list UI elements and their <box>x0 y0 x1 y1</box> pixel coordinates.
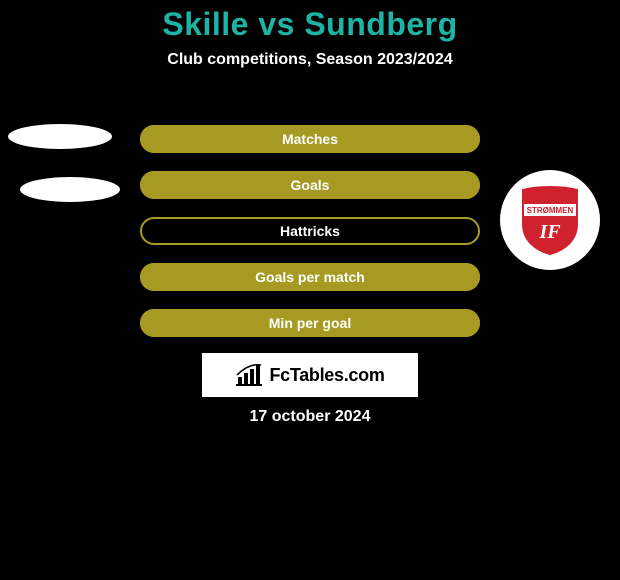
metric-bar-matches: Matches <box>140 125 480 153</box>
page-title: Skille vs Sundberg <box>0 0 620 43</box>
player-left-marker-2 <box>20 177 120 202</box>
svg-text:STRØMMEN: STRØMMEN <box>527 206 574 215</box>
metric-label: Matches <box>282 131 338 147</box>
page-subtitle: Club competitions, Season 2023/2024 <box>0 51 620 69</box>
branding-box: FcTables.com <box>202 353 418 397</box>
metric-label: Hattricks <box>280 223 340 239</box>
bar-chart-icon <box>235 363 263 387</box>
metric-label: Goals per match <box>255 269 365 285</box>
metric-bar-goals: Goals <box>140 171 480 199</box>
metric-bar-goals-per-match: Goals per match <box>140 263 480 291</box>
svg-text:IF: IF <box>538 221 561 243</box>
branding-text: FcTables.com <box>269 365 384 386</box>
comparison-card: Skille vs Sundberg Club competitions, Se… <box>0 0 620 580</box>
player-left-marker-1 <box>8 124 112 149</box>
metric-bar-min-per-goal: Min per goal <box>140 309 480 337</box>
shield-icon: STRØMMEN IF <box>519 184 581 256</box>
metric-bars: Matches Goals Hattricks Goals per match … <box>140 125 480 355</box>
metric-label: Goals <box>291 177 330 193</box>
metric-label: Min per goal <box>269 315 351 331</box>
club-logo-strommen: STRØMMEN IF <box>500 170 600 270</box>
metric-bar-hattricks: Hattricks <box>140 217 480 245</box>
date-label: 17 october 2024 <box>0 408 620 426</box>
